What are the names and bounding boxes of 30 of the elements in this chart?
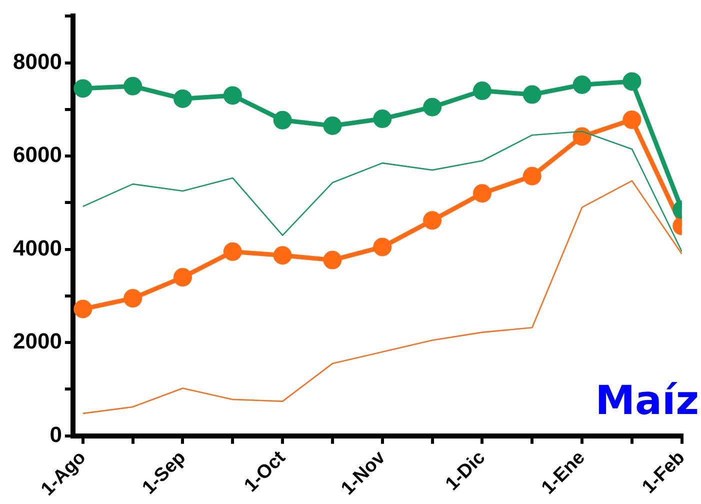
point	[622, 110, 642, 129]
point	[622, 72, 642, 91]
point	[273, 246, 292, 265]
point	[323, 250, 342, 270]
point	[522, 166, 542, 186]
y-tick-label: 0	[50, 422, 62, 447]
point	[74, 300, 92, 318]
point	[174, 268, 192, 287]
y-tick-label: 2000	[12, 328, 62, 354]
point	[124, 289, 142, 308]
point	[522, 85, 542, 104]
point	[74, 79, 92, 98]
point	[124, 76, 142, 96]
point	[373, 238, 392, 256]
point	[423, 211, 442, 230]
point	[472, 184, 492, 203]
point	[223, 242, 242, 261]
point	[373, 110, 392, 128]
point	[174, 89, 192, 108]
point	[323, 116, 342, 136]
y-tick-label: 6000	[12, 142, 62, 168]
point	[273, 110, 292, 130]
y-tick-label: 8000	[12, 48, 62, 74]
point	[472, 82, 492, 100]
point	[223, 86, 242, 105]
annotation: Maíz	[595, 378, 699, 424]
point	[572, 75, 592, 94]
point	[423, 98, 442, 116]
point	[572, 127, 592, 146]
y-tick-label: 4000	[12, 235, 62, 260]
